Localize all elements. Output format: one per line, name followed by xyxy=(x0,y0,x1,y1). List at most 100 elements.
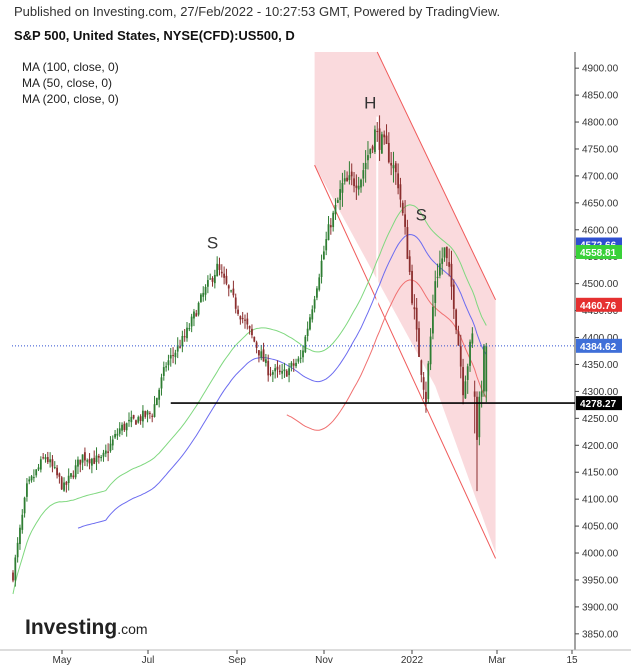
candle-body xyxy=(190,316,193,327)
candle-body xyxy=(144,411,147,417)
candle-body xyxy=(206,280,209,287)
price-label: 4460.76 xyxy=(580,301,617,312)
candle-body xyxy=(364,162,367,170)
candle-body xyxy=(200,294,202,302)
candle-body xyxy=(380,134,383,154)
candle-body xyxy=(383,134,386,138)
candle-body xyxy=(63,482,65,491)
candle-body xyxy=(46,457,49,463)
candle-body xyxy=(56,467,58,476)
candle-body xyxy=(132,415,135,419)
y-tick-label: 4750.00 xyxy=(582,144,619,155)
y-tick-label: 4600.00 xyxy=(582,225,619,236)
candle-body xyxy=(336,200,339,203)
candle-body xyxy=(67,475,70,483)
candle-body xyxy=(14,557,17,581)
candle-body xyxy=(281,370,284,374)
candle-body xyxy=(53,467,56,469)
candle-body xyxy=(441,258,444,264)
candle-body xyxy=(35,469,38,476)
candle-body xyxy=(260,351,263,358)
candle-body xyxy=(142,410,144,422)
price-label-bg xyxy=(576,338,622,353)
candle-body xyxy=(39,459,42,470)
candle-body xyxy=(332,212,335,228)
logo-suffix: .com xyxy=(117,621,147,637)
candle-body xyxy=(418,328,420,357)
y-tick-label: 4350.00 xyxy=(582,360,619,371)
candle-body xyxy=(429,336,432,365)
candle-body xyxy=(197,302,200,315)
candle-body xyxy=(225,275,228,284)
candle-body xyxy=(151,415,154,417)
candle-body xyxy=(181,335,184,347)
channel-lower-line xyxy=(314,164,497,559)
candle-body xyxy=(476,396,478,440)
candle-body xyxy=(248,326,251,329)
candle-body xyxy=(195,313,198,317)
candle-body xyxy=(341,182,344,193)
candle-body xyxy=(455,309,458,330)
candle-body xyxy=(329,225,332,228)
price-label-bg xyxy=(576,297,622,312)
y-tick-label: 4000.00 xyxy=(582,549,619,560)
candle-body xyxy=(457,331,460,346)
candle-body xyxy=(285,370,288,377)
investing-logo: Investing.com xyxy=(25,616,148,639)
candle-body xyxy=(125,423,128,431)
candle-body xyxy=(369,149,372,155)
pattern-label: S xyxy=(207,234,218,253)
candle-body xyxy=(86,460,89,462)
candle-body xyxy=(371,146,374,150)
candle-body xyxy=(19,527,21,545)
candle-body xyxy=(339,189,342,200)
candle-body xyxy=(16,542,19,558)
candle-body xyxy=(21,514,24,530)
candle-body xyxy=(70,473,72,477)
candle-body xyxy=(213,274,216,284)
candle-body xyxy=(158,389,161,400)
candle-body xyxy=(44,457,47,460)
candle-body xyxy=(139,416,142,421)
candle-body xyxy=(367,155,369,161)
candle-body xyxy=(65,482,68,485)
candle-body xyxy=(471,333,474,344)
candle-body xyxy=(353,178,355,187)
candle-body xyxy=(216,263,219,277)
candle-body xyxy=(459,346,462,367)
candle-body xyxy=(30,476,33,481)
ma100-line xyxy=(77,233,487,529)
candle-body xyxy=(251,328,253,336)
candle-body xyxy=(469,341,471,366)
pattern-label: S xyxy=(416,206,427,225)
candle-body xyxy=(325,239,328,251)
legend-item: MA (50, close, 0) xyxy=(22,76,112,90)
candle-body xyxy=(483,345,485,392)
candle-body xyxy=(480,391,483,397)
candle-body xyxy=(90,458,93,466)
candle-body xyxy=(269,373,272,375)
candle-body xyxy=(278,370,281,373)
candle-body xyxy=(234,297,237,309)
candle-body xyxy=(411,270,413,304)
candle-body xyxy=(376,130,379,132)
candle-body xyxy=(12,572,14,581)
candle-body xyxy=(283,369,286,372)
candle-body xyxy=(422,377,425,390)
candle-body xyxy=(415,307,418,330)
candle-body xyxy=(218,264,221,270)
channel-upper-line xyxy=(376,51,497,301)
candle-body xyxy=(23,497,26,514)
y-tick-label: 4800.00 xyxy=(582,118,619,129)
candle-body xyxy=(334,204,337,215)
candle-body xyxy=(406,227,409,259)
candle-body xyxy=(146,411,149,415)
candle-body xyxy=(318,277,321,290)
candle-body xyxy=(169,355,172,359)
candle-body xyxy=(464,381,467,399)
candle-body xyxy=(436,276,439,278)
candle-body xyxy=(84,452,86,461)
candle-body xyxy=(183,336,186,338)
